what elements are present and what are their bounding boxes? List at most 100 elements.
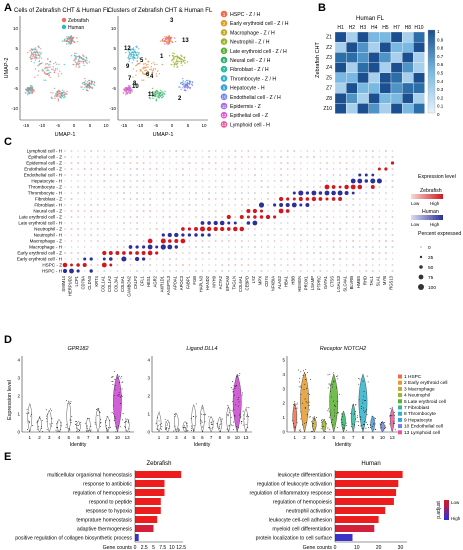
dotplot-gene-label: HBA1 — [284, 275, 289, 287]
dotplot-dot — [70, 180, 73, 182]
padjust-title: p.adjust — [436, 501, 442, 519]
dotplot-dot — [376, 178, 382, 184]
colorbar-tick: 0.9 — [437, 37, 444, 42]
heatmap-cell — [346, 93, 358, 104]
dotplot-dot — [286, 197, 290, 201]
dotplot-dot — [273, 150, 276, 152]
dotplot-dot — [227, 156, 230, 158]
dotplot-dot — [195, 216, 197, 218]
dotplot-dot — [77, 150, 79, 152]
violin-ytick: 2 — [147, 394, 150, 399]
go-bar — [335, 507, 386, 514]
violin-point — [227, 405, 229, 407]
dotplot-gene-label: HAPLN3 — [199, 275, 204, 292]
dotplot-dot — [208, 174, 210, 176]
violin-point — [361, 408, 363, 410]
dotplot-dot — [77, 204, 80, 206]
dotplot-dot — [267, 204, 269, 206]
violin-legend-swatch — [398, 380, 402, 385]
legend-zebrafish: Zebrafish — [68, 18, 89, 24]
violin-legend-swatch — [398, 399, 402, 404]
dotplot-dot — [365, 252, 368, 254]
dotplot-dot — [286, 192, 289, 194]
violin-point — [336, 413, 338, 414]
go-xlabel: Gene counts — [303, 545, 333, 550]
violin-point — [248, 407, 250, 409]
dotplot-dot — [188, 210, 191, 212]
dotplot-dot — [221, 180, 224, 182]
dotplot-row-label: Endothelial cell - Z — [24, 167, 62, 172]
dotplot-dot — [352, 216, 355, 218]
violin-point — [295, 407, 297, 409]
violin-point — [49, 423, 51, 425]
violin-point — [117, 377, 119, 379]
violin-xtick: 8 — [97, 435, 100, 440]
umap-xtick: -15 — [23, 123, 30, 128]
dotplot-dot — [96, 156, 99, 158]
violin-xtick: 5 — [332, 435, 335, 440]
dotplot-dot — [325, 197, 329, 201]
dotplot-dot — [201, 180, 204, 182]
violin-point — [97, 415, 99, 417]
dotplot-dot — [358, 234, 361, 236]
dotplot-dot — [142, 234, 145, 236]
dotplot-dot — [162, 204, 165, 206]
dotplot-dot — [378, 270, 381, 272]
violin-point — [28, 412, 30, 414]
violin-point — [300, 411, 302, 413]
dotplot-dot — [385, 186, 387, 188]
dotplot-dot — [286, 264, 289, 266]
dotplot-dot — [208, 161, 211, 165]
dotplot-dot — [312, 221, 315, 225]
dotplot-dot — [240, 203, 243, 207]
violin-point — [167, 423, 169, 425]
dotplot-gene-label: GATA1 — [323, 275, 328, 289]
violin-point — [323, 419, 325, 420]
violin-point — [84, 422, 86, 424]
dotplot-dot — [384, 162, 387, 164]
dotplot-row-label: Neutrophil - Z — [34, 227, 62, 232]
dotplot-dot — [142, 264, 145, 266]
umap-ytick: -10 — [109, 106, 116, 111]
dotplot-dot — [142, 245, 146, 249]
dotplot-dot — [195, 198, 197, 200]
dotplot-dot — [345, 167, 348, 171]
dotplot-dot — [200, 233, 205, 237]
heatmap-cell — [413, 103, 425, 114]
dotplot-dot — [292, 197, 296, 201]
dotplot-dot — [195, 258, 197, 260]
dotplot-dot — [267, 240, 269, 242]
violin-point — [240, 422, 242, 424]
violin-point — [369, 427, 371, 429]
dotplot-dot — [129, 192, 132, 194]
dotplot-dot — [123, 150, 125, 152]
dotplot-dot — [70, 204, 73, 206]
violin-point — [239, 415, 241, 417]
dotplot-dot — [331, 190, 336, 196]
dotplot-dot — [149, 234, 151, 236]
go-chart-title: Zebrafish — [146, 461, 171, 467]
violin-xtick: 1 — [294, 435, 297, 440]
dotplot-dot — [64, 174, 66, 176]
heatmap-cell — [346, 31, 358, 43]
dotplot-dot — [345, 234, 348, 236]
go-term-label: regulation of inflammatory response — [250, 490, 333, 496]
dotplot-dot — [359, 150, 361, 152]
percent-legend-label: 25 — [428, 255, 434, 261]
dotplot-dot — [280, 186, 282, 188]
cluster-legend-number: 10 — [222, 95, 227, 100]
dotplot-dot — [70, 216, 73, 218]
violin-point — [352, 403, 354, 405]
dotplot-dot — [149, 162, 151, 164]
violin-point — [374, 428, 376, 430]
violin-point — [124, 426, 126, 428]
go-xtick: 10 — [354, 545, 360, 550]
heatmap-cell — [357, 82, 369, 94]
dotplot-dot — [123, 204, 125, 206]
dotplot-dot — [280, 162, 283, 164]
dotplot-dot — [377, 167, 381, 171]
dotplot-dot — [293, 216, 295, 218]
dotplot-dot — [273, 270, 276, 272]
heatmap-col-label: H10 — [414, 25, 423, 31]
dotplot-dot — [365, 210, 368, 212]
